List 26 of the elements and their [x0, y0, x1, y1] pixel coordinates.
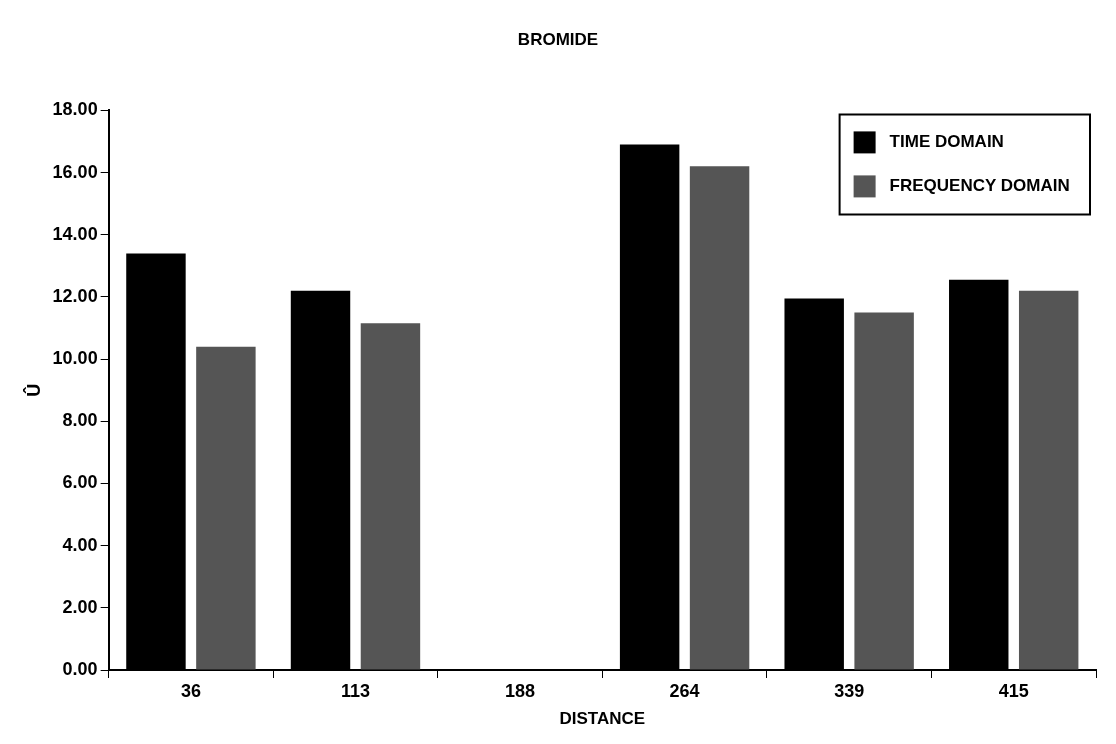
x-tick-label: 36	[180, 680, 201, 701]
bar	[854, 312, 914, 670]
x-tick-label: 264	[669, 680, 700, 701]
x-tick-label: 415	[998, 680, 1029, 701]
bar	[360, 323, 421, 670]
y-tick-label: 0.00	[62, 658, 98, 679]
legend-label: TIME DOMAIN	[889, 132, 1004, 152]
y-tick-label: 2.00	[62, 596, 98, 617]
x-axis-title: DISTANCE	[559, 709, 646, 729]
bar	[196, 346, 256, 670]
y-tick-label: 4.00	[62, 534, 98, 555]
y-tick-label: 14.00	[52, 223, 98, 244]
y-tick-label: 16.00	[52, 161, 98, 182]
chart-title: BROMIDE	[517, 29, 599, 49]
y-tick-label: 12.00	[52, 285, 98, 306]
y-tick-label: 18.00	[52, 99, 98, 120]
y-tick-label: 8.00	[62, 410, 98, 431]
x-tick-label: 188	[505, 680, 536, 701]
legend-label: FREQUENCY DOMAIN	[889, 176, 1070, 196]
y-tick-label: 10.00	[52, 348, 98, 369]
x-tick-label: 113	[340, 680, 371, 701]
bar	[689, 166, 750, 670]
y-tick-label: 6.00	[62, 472, 98, 493]
x-tick-label: 339	[834, 680, 865, 701]
y-axis-title: Û	[22, 383, 44, 397]
bar	[1018, 290, 1079, 670]
